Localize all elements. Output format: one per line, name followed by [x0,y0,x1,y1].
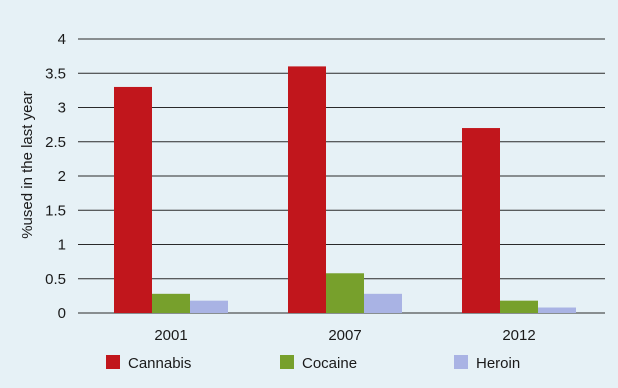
legend-label-cocaine: Cocaine [302,355,357,372]
legend-label-heroin: Heroin [476,355,520,372]
legend-swatch-heroin [454,355,468,369]
y-tick-label: 2.5 [45,134,66,151]
bar-cocaine-2001 [152,293,190,313]
legend-label-cannabis: Cannabis [128,355,191,372]
legend-swatch-cannabis [106,355,120,369]
y-tick-label: 0 [58,305,66,322]
y-tick-label: 2 [58,168,66,185]
y-tick-label: 0.5 [45,271,66,288]
bar-cocaine-2012 [500,300,538,313]
y-tick-label: 1.5 [45,202,66,219]
y-tick-label: 1 [58,237,66,254]
x-category-label: 2001 [154,327,187,344]
bar-heroin-2001 [190,300,228,313]
y-tick-label: 3 [58,100,66,117]
x-axis-categories: 2001 2007 2012 [154,327,535,344]
legend-swatch-cocaine [280,355,294,369]
bar-heroin-2007 [364,293,402,313]
bar-heroin-2012 [538,307,576,313]
x-category-label: 2007 [328,327,361,344]
legend: Cannabis Cocaine Heroin [106,355,520,372]
bar-cocaine-2007 [326,273,364,313]
x-category-label: 2012 [502,327,535,344]
bars [114,66,576,314]
y-tick-label: 3.5 [45,65,66,82]
gridlines [78,38,605,314]
bar-cannabis-2001 [114,86,152,313]
y-tick-label: 4 [58,31,66,48]
y-axis-label: %used in the last year [19,91,36,239]
y-axis-ticks: 0 0.5 1 1.5 2 2.5 3 3.5 4 [45,31,66,322]
bar-cannabis-2012 [462,128,500,313]
bar-cannabis-2007 [288,66,326,314]
